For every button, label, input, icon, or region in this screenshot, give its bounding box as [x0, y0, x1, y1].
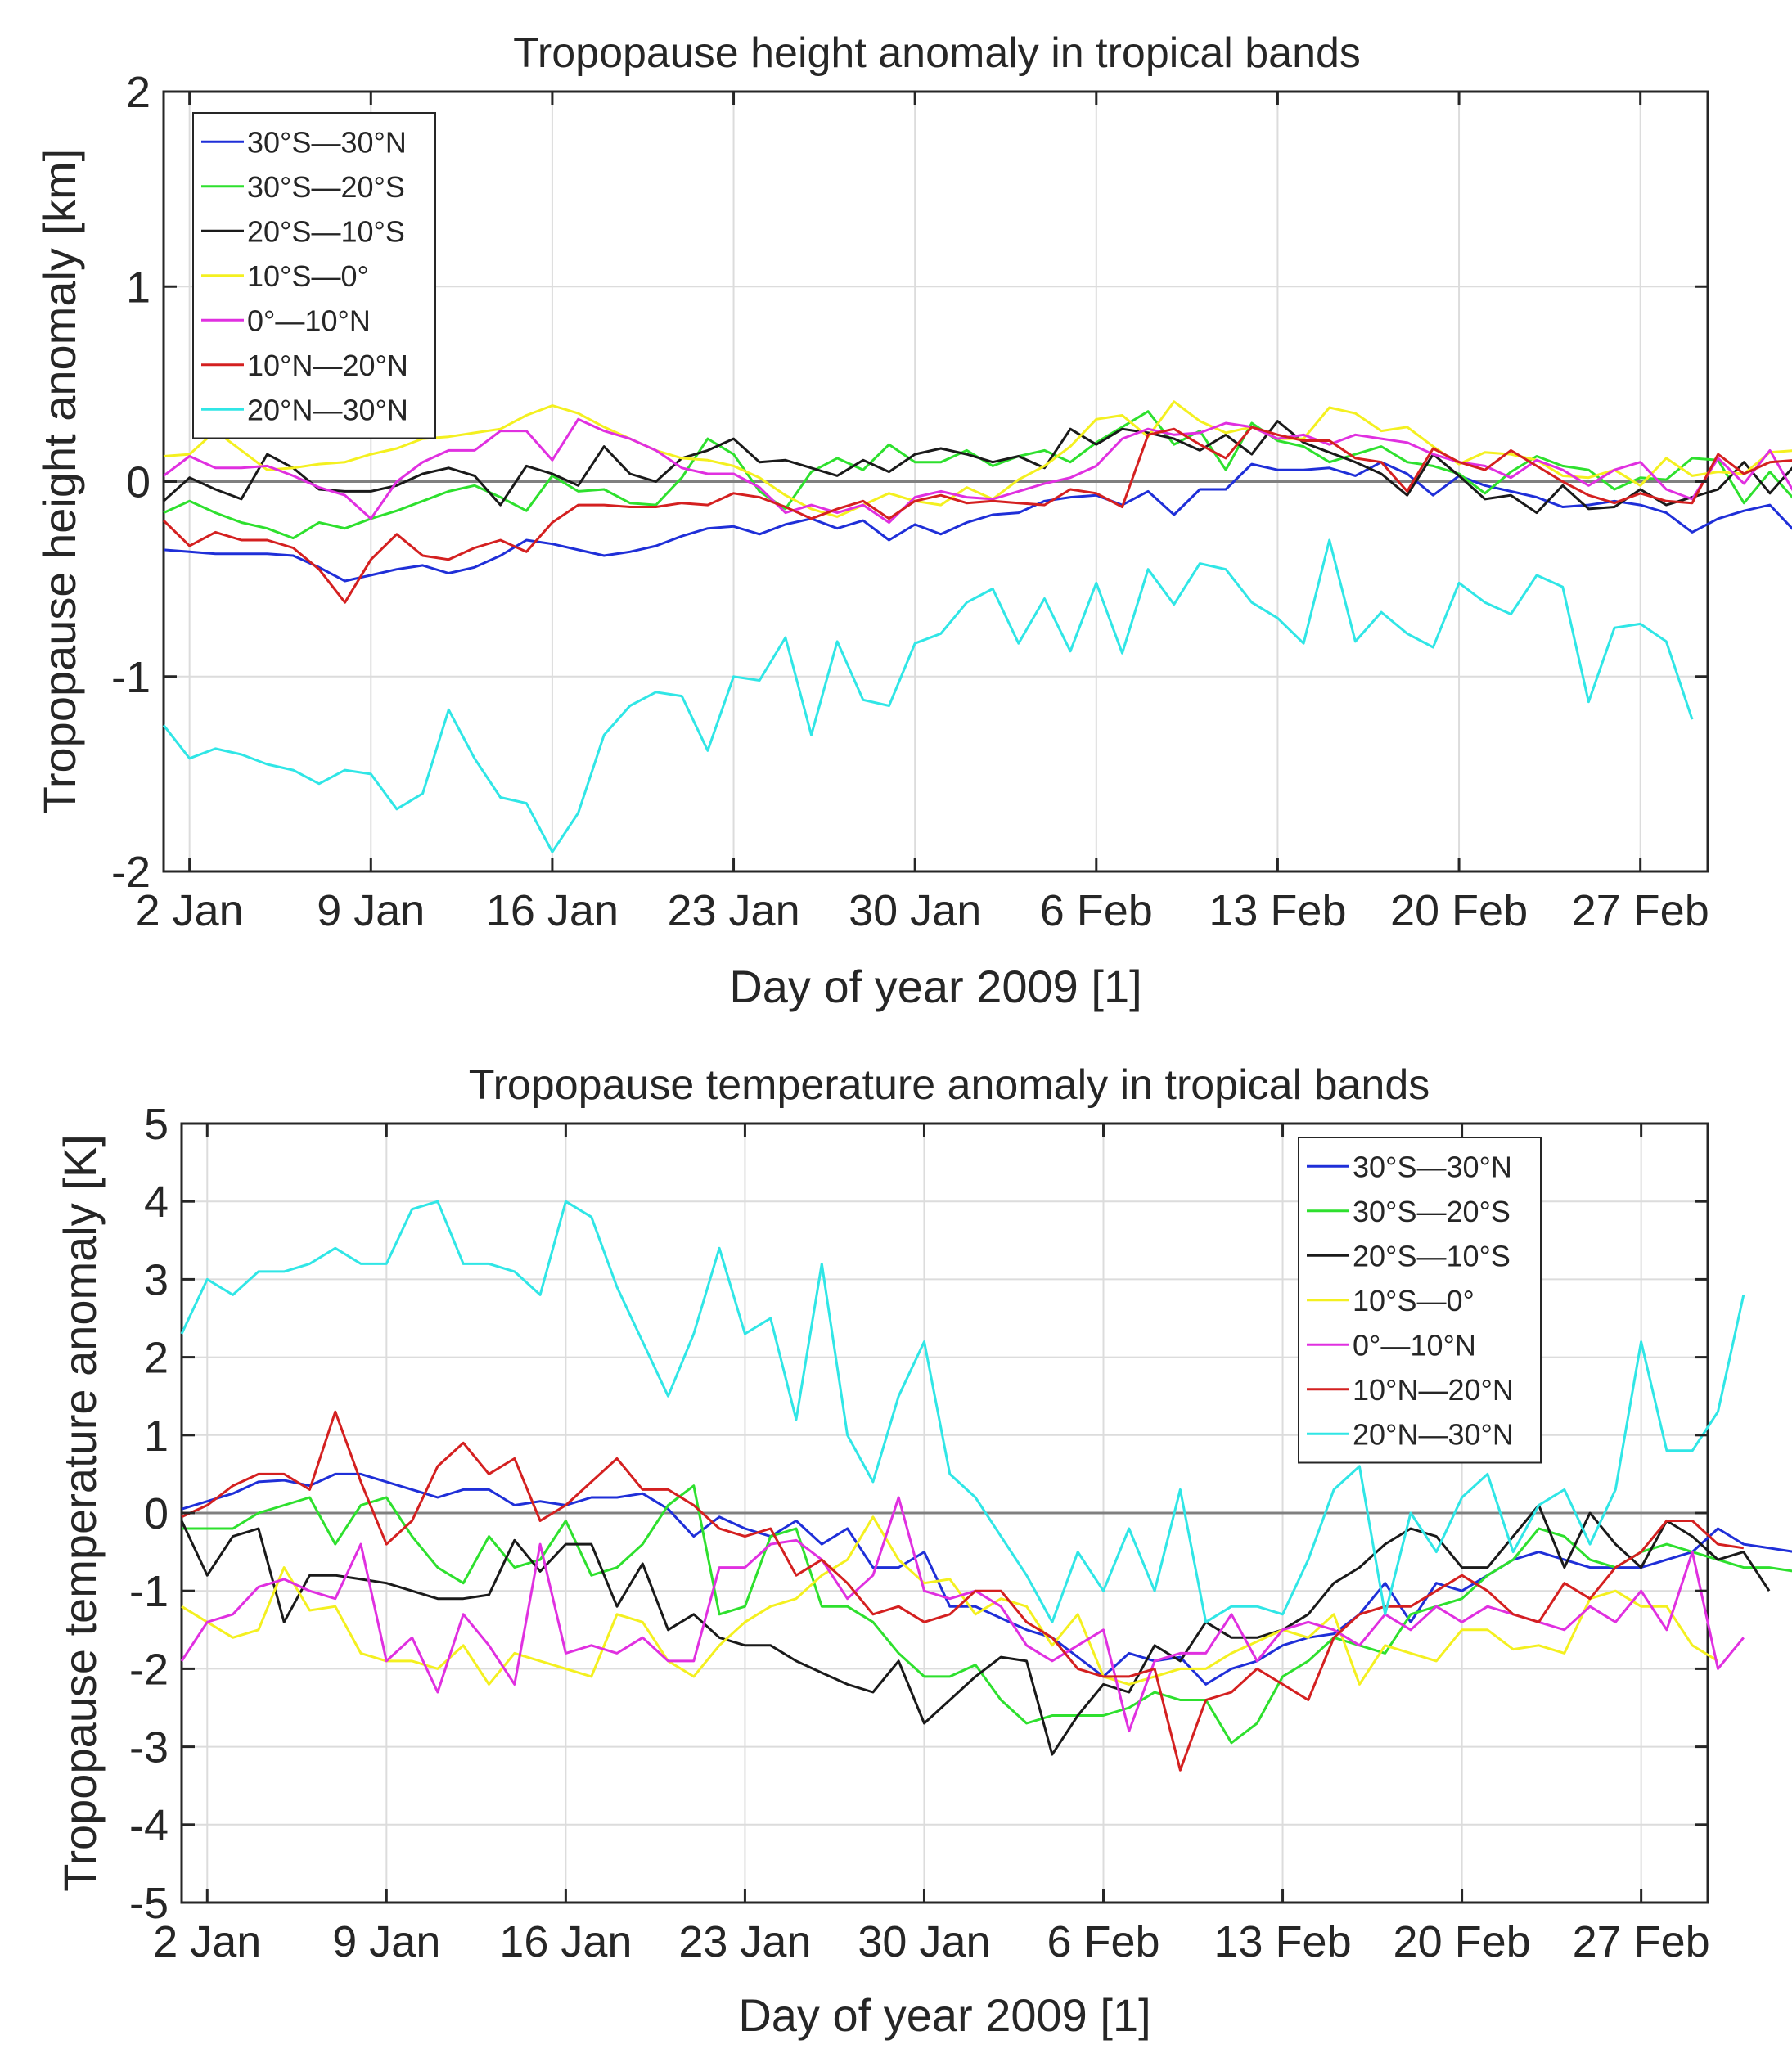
- series-lines: [180, 1200, 1792, 1772]
- y-tick-label: 4: [144, 1178, 169, 1227]
- height-anomaly-chart: Tropopause height anomaly in tropical ba…: [34, 29, 1792, 1012]
- y-tick-label: 0: [126, 458, 151, 507]
- legend-label: 0°—10°N: [247, 304, 371, 337]
- legend-label: 20°S—10°S: [247, 214, 405, 248]
- chart-title: Tropopause temperature anomaly in tropic…: [469, 1061, 1430, 1109]
- y-tick-label: -5: [129, 1879, 169, 1928]
- y-tick-label: -3: [129, 1723, 169, 1772]
- x-tick-label: 2 Jan: [153, 1917, 261, 1966]
- y-tick-label: -1: [111, 653, 151, 702]
- x-tick-label: 20 Feb: [1390, 886, 1528, 935]
- legend-label: 10°N—20°N: [247, 349, 408, 382]
- y-axis-label: Tropopause height anomaly [km]: [34, 149, 85, 814]
- legend-label: 10°N—20°N: [1353, 1373, 1514, 1407]
- x-tick-label: 23 Jan: [667, 886, 799, 935]
- x-tick-label: 23 Jan: [678, 1917, 811, 1966]
- x-axis-label: Day of year 2009 [1]: [738, 1989, 1150, 2041]
- y-tick-label: 3: [144, 1255, 169, 1304]
- x-tick-label: 13 Feb: [1213, 1917, 1351, 1966]
- series-line: [162, 538, 1694, 853]
- legend: 30°S—30°N 30°S—20°S 20°S—10°S 10°S—0° 0°—10°…: [192, 112, 436, 439]
- series-lines: [162, 400, 1792, 853]
- chart-title: Tropopause height anomaly in tropical ba…: [513, 29, 1361, 77]
- y-tick-label: -4: [129, 1801, 169, 1850]
- axis-ticks: 2 Jan 9 Jan 16 Jan 23 Jan 30 Jan 6 Feb 13 Feb 2…: [111, 68, 1709, 935]
- x-tick-label: 30 Jan: [849, 886, 981, 935]
- temperature-anomaly-chart: Tropopause temperature anomaly in tropic…: [54, 1061, 1792, 2041]
- series-line: [182, 1484, 1792, 1745]
- x-tick-label: 2 Jan: [136, 886, 244, 935]
- x-tick-label: 6 Feb: [1047, 1917, 1159, 1966]
- x-tick-label: 9 Jan: [332, 1917, 440, 1966]
- y-axis-label: Tropopause temperature anomaly [K]: [54, 1134, 106, 1892]
- x-tick-label: 6 Feb: [1040, 886, 1153, 935]
- series-line: [163, 461, 1792, 583]
- x-tick-label: 9 Jan: [317, 886, 425, 935]
- y-tick-label: -2: [111, 848, 151, 897]
- y-tick-label: 1: [126, 263, 151, 312]
- legend-label: 10°S—0°: [247, 259, 369, 293]
- series-line: [180, 1496, 1745, 1733]
- x-tick-label: 13 Feb: [1209, 886, 1346, 935]
- series-line: [181, 1410, 1745, 1772]
- legend-label: 30°S—30°N: [1353, 1150, 1512, 1183]
- series-line: [180, 1200, 1745, 1623]
- series-line: [162, 426, 1792, 604]
- legend-label: 0°—10°N: [1353, 1328, 1476, 1362]
- series-line: [181, 1472, 1792, 1686]
- legend: 30°S—30°N 30°S—20°S 20°S—10°S 10°S—0° 0°—10°…: [1298, 1137, 1542, 1464]
- y-tick-label: 5: [144, 1100, 169, 1149]
- x-tick-label: 27 Feb: [1572, 886, 1709, 935]
- y-tick-label: 2: [144, 1334, 169, 1383]
- series-line: [181, 1515, 1719, 1686]
- legend-label: 20°N—30°N: [1353, 1417, 1514, 1451]
- legend-label: 30°S—20°S: [247, 170, 405, 204]
- series-line: [163, 417, 1792, 524]
- series-line: [162, 420, 1792, 515]
- x-tick-label: 20 Feb: [1394, 1917, 1531, 1966]
- legend-label: 30°S—20°S: [1353, 1195, 1511, 1228]
- y-tick-label: -1: [129, 1567, 169, 1616]
- x-tick-label: 27 Feb: [1573, 1917, 1710, 1966]
- series-line: [180, 1504, 1771, 1756]
- y-tick-label: 2: [126, 68, 151, 117]
- legend-label: 20°N—30°N: [247, 393, 408, 426]
- x-tick-label: 16 Jan: [499, 1917, 632, 1966]
- x-axis-label: Day of year 2009 [1]: [729, 961, 1141, 1012]
- legend-label: 30°S—30°N: [247, 125, 407, 159]
- x-tick-label: 16 Jan: [486, 886, 619, 935]
- y-tick-label: 1: [144, 1412, 169, 1461]
- y-tick-label: -2: [129, 1645, 169, 1694]
- y-tick-label: 0: [144, 1489, 169, 1538]
- axis-ticks: 2 Jan 9 Jan 16 Jan 23 Jan 30 Jan 6 Feb 13 Feb 2…: [129, 1100, 1710, 1966]
- legend-label: 10°S—0°: [1353, 1284, 1475, 1317]
- x-tick-label: 30 Jan: [858, 1917, 990, 1966]
- legend-label: 20°S—10°S: [1353, 1239, 1511, 1272]
